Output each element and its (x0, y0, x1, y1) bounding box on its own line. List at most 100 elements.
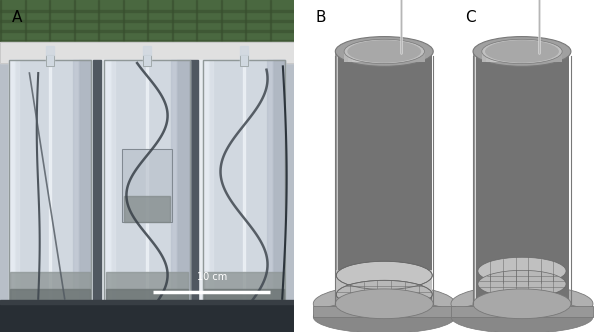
Bar (476, 51, 515, 304)
Bar (339, 51, 427, 304)
Ellipse shape (344, 39, 424, 64)
Bar (338, 51, 353, 304)
Bar (203, 60, 209, 305)
Bar (412, 51, 416, 61)
Bar (476, 51, 568, 304)
Bar (190, 60, 199, 305)
Bar (49, 60, 52, 305)
Bar (542, 51, 547, 61)
Bar (476, 51, 545, 304)
Bar (196, 0, 197, 42)
Bar (364, 51, 368, 61)
Bar (476, 51, 524, 304)
Bar (476, 51, 540, 304)
Bar (475, 51, 490, 304)
Bar (337, 51, 338, 304)
Bar (476, 51, 519, 304)
Bar (122, 149, 172, 222)
Bar (421, 51, 425, 61)
Bar (338, 51, 413, 304)
Bar (475, 51, 484, 304)
Ellipse shape (336, 280, 432, 308)
Bar (122, 149, 172, 222)
Bar (92, 60, 101, 305)
Bar (337, 51, 342, 304)
Bar (10, 272, 89, 305)
Bar (475, 51, 486, 304)
Bar (338, 51, 388, 304)
Ellipse shape (478, 270, 566, 298)
Bar (0, 42, 294, 63)
Bar (49, 0, 50, 42)
Bar (476, 51, 563, 304)
Bar (73, 60, 79, 305)
Bar (46, 55, 53, 66)
Bar (338, 51, 381, 304)
Bar (338, 51, 420, 304)
Bar (338, 51, 363, 304)
Bar (9, 60, 16, 305)
Bar (338, 51, 412, 304)
Bar (203, 60, 285, 305)
Bar (490, 51, 494, 61)
Bar (338, 51, 378, 304)
Bar (335, 51, 337, 304)
Bar (476, 51, 547, 304)
Bar (476, 51, 565, 304)
Bar (476, 51, 514, 304)
Bar (344, 51, 349, 61)
Bar (475, 51, 501, 304)
Text: C: C (466, 10, 476, 25)
Bar (338, 51, 391, 304)
Bar (476, 51, 522, 304)
Bar (338, 51, 358, 304)
Bar (475, 51, 502, 304)
Bar (476, 51, 569, 304)
Bar (475, 51, 496, 304)
Bar (0, 300, 294, 304)
Bar (0, 42, 294, 63)
Bar (338, 51, 361, 304)
Ellipse shape (451, 285, 593, 322)
Bar (476, 51, 520, 304)
Bar (0, 302, 294, 332)
Bar (475, 51, 478, 304)
Bar (338, 51, 406, 304)
Bar (337, 51, 345, 304)
Bar (339, 51, 431, 304)
Bar (475, 51, 499, 304)
Bar (534, 51, 538, 61)
Bar (337, 51, 349, 304)
Bar (475, 51, 504, 304)
Bar (376, 51, 380, 61)
Bar (339, 51, 424, 304)
Bar (338, 51, 402, 304)
Bar (338, 51, 399, 304)
Bar (475, 51, 493, 304)
Bar (476, 51, 511, 304)
Bar (273, 60, 285, 305)
Ellipse shape (336, 261, 432, 290)
Bar (104, 60, 190, 305)
Bar (9, 60, 91, 305)
Bar (338, 51, 409, 304)
Bar (338, 51, 360, 304)
Bar (476, 51, 517, 304)
Bar (338, 51, 410, 304)
Bar (486, 51, 490, 61)
Bar (205, 272, 284, 305)
Bar (338, 51, 356, 304)
Bar (171, 60, 177, 305)
Bar (338, 51, 383, 304)
Bar (0, 0, 1, 42)
Bar (476, 51, 556, 304)
Bar (143, 55, 151, 66)
Bar (203, 60, 285, 305)
Bar (338, 51, 394, 304)
Ellipse shape (485, 40, 559, 63)
Bar (476, 51, 561, 304)
Bar (338, 51, 384, 304)
Bar (338, 51, 367, 304)
Bar (475, 51, 479, 304)
Bar (143, 46, 151, 55)
